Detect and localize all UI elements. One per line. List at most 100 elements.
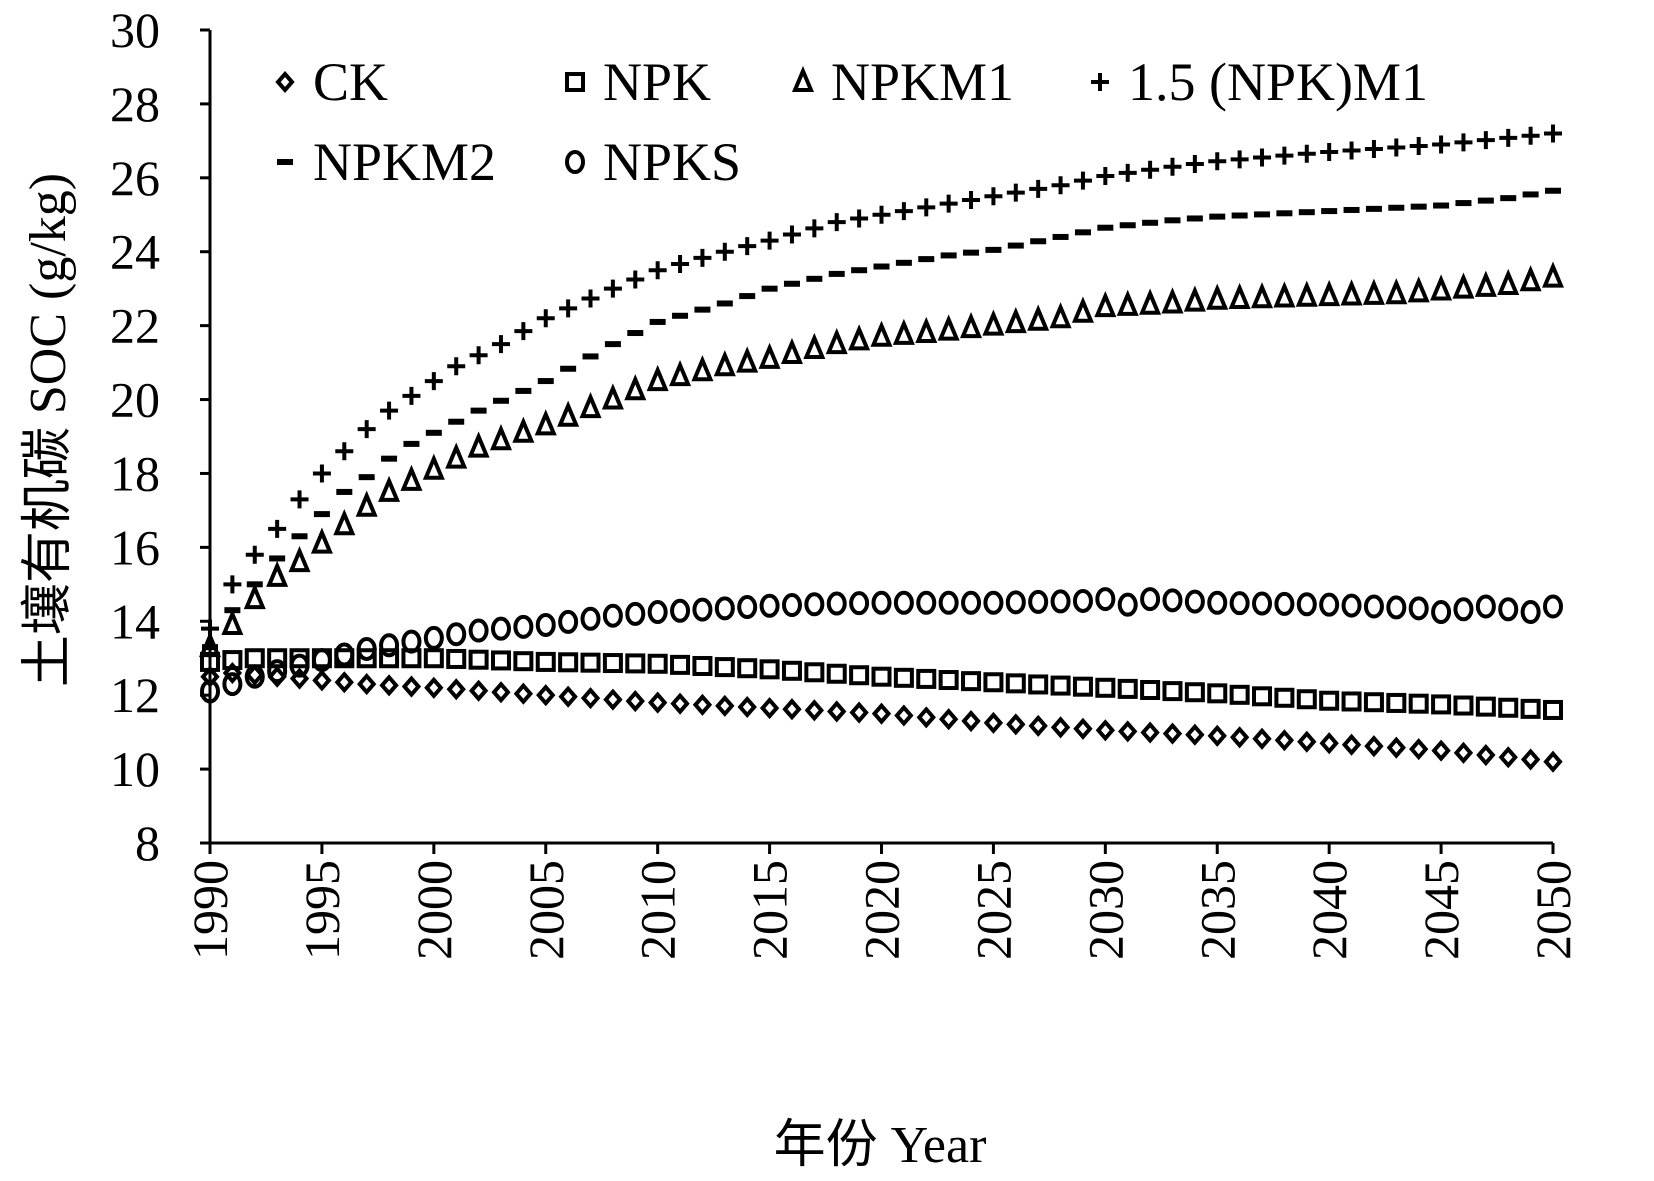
data-point <box>781 660 802 681</box>
x-tick-label: 1995 <box>294 860 350 960</box>
data-point <box>939 194 958 213</box>
data-point <box>1095 677 1116 698</box>
data-point <box>266 560 289 587</box>
data-point <box>691 355 714 382</box>
data-point <box>1254 211 1271 218</box>
data-point <box>736 346 759 373</box>
data-point <box>1320 142 1339 161</box>
data-point <box>826 591 847 616</box>
data-point <box>758 342 781 369</box>
data-point <box>468 618 489 643</box>
data-point <box>851 267 868 274</box>
data-point <box>827 700 847 723</box>
data-point <box>916 590 937 615</box>
data-point <box>1407 276 1430 303</box>
y-tick-label: 14 <box>110 593 160 649</box>
data-point <box>1455 200 1472 207</box>
data-point <box>1006 183 1025 202</box>
data-point <box>1498 746 1518 769</box>
data-point <box>737 658 758 679</box>
data-point <box>202 644 218 651</box>
data-point <box>558 685 578 708</box>
data-point <box>1341 691 1362 712</box>
data-point <box>1184 589 1205 614</box>
data-point <box>940 252 957 259</box>
data-point <box>916 706 936 729</box>
data-point <box>624 374 647 401</box>
data-point <box>224 607 241 614</box>
data-point <box>737 595 758 620</box>
data-point <box>581 289 600 308</box>
data-point <box>445 442 468 469</box>
data-point <box>356 648 377 669</box>
data-point <box>380 401 399 420</box>
data-point <box>1543 594 1563 619</box>
data-point <box>625 690 645 713</box>
data-point <box>804 662 825 683</box>
data-point <box>649 318 666 325</box>
data-point <box>355 490 378 517</box>
data-point <box>1028 589 1049 614</box>
data-point <box>1386 692 1407 713</box>
data-point <box>334 671 354 694</box>
data-point <box>938 670 959 691</box>
data-point <box>738 237 757 256</box>
data-point <box>603 279 622 298</box>
data-point <box>938 590 959 615</box>
data-point <box>422 453 445 480</box>
data-point <box>1118 720 1138 743</box>
data-point <box>1363 692 1384 713</box>
data-point <box>1296 592 1317 617</box>
legend-marker <box>275 70 295 94</box>
data-point <box>1117 592 1138 617</box>
data-point <box>490 650 511 671</box>
data-point <box>1388 204 1405 211</box>
data-point <box>1072 676 1093 697</box>
data-point <box>289 653 310 678</box>
data-point <box>716 300 733 307</box>
data-point <box>1519 265 1542 292</box>
data-point <box>446 678 466 701</box>
data-point <box>759 659 780 680</box>
data-point <box>290 490 309 509</box>
data-point <box>895 259 912 266</box>
data-point <box>871 702 892 725</box>
data-point <box>1251 282 1274 309</box>
data-point <box>402 386 421 405</box>
data-point <box>1497 268 1520 295</box>
legend-marker <box>1091 73 1109 91</box>
data-point <box>1228 282 1251 310</box>
legend-label: NPKM1 <box>831 52 1014 112</box>
data-point <box>513 682 534 705</box>
data-point <box>1141 160 1160 179</box>
data-point <box>918 256 935 263</box>
y-tick-label: 20 <box>110 372 160 428</box>
data-point <box>1049 302 1072 329</box>
data-point <box>692 597 713 622</box>
data-point <box>692 655 713 676</box>
x-tick-label: 2035 <box>1189 860 1245 960</box>
data-point <box>558 609 579 634</box>
y-tick-label: 10 <box>110 741 160 797</box>
data-point <box>1206 283 1229 310</box>
data-point <box>938 708 959 731</box>
data-point <box>1498 697 1519 718</box>
data-point <box>893 667 914 688</box>
data-point <box>1499 128 1518 147</box>
data-point <box>312 464 331 483</box>
data-point <box>894 202 913 221</box>
data-point <box>403 440 420 447</box>
data-point <box>1477 197 1494 204</box>
y-tick-label: 18 <box>110 445 160 501</box>
y-tick-label: 12 <box>110 667 160 723</box>
data-point <box>1052 233 1069 240</box>
data-point <box>1029 179 1048 198</box>
legend: CK NPK NPKM1 1.5 (NPK)M1 NPKM2 NPKS <box>275 52 1428 192</box>
data-point <box>1520 698 1541 719</box>
data-point <box>848 324 871 351</box>
data-point <box>333 509 356 536</box>
data-point <box>1522 191 1539 198</box>
data-point <box>1364 139 1383 158</box>
data-point <box>289 648 310 669</box>
data-point <box>1050 675 1071 696</box>
